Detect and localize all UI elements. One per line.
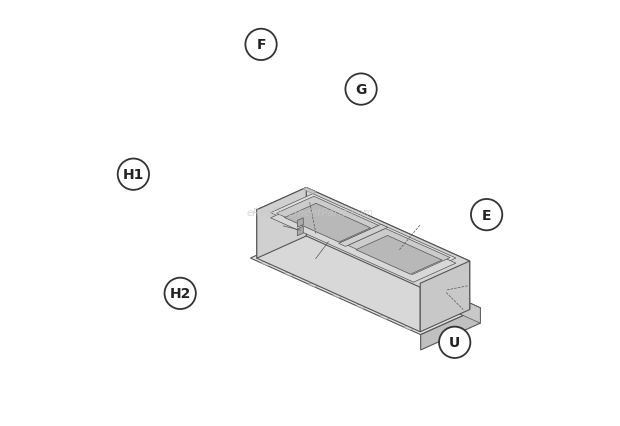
Polygon shape [257, 188, 470, 284]
Polygon shape [420, 262, 470, 332]
Polygon shape [356, 279, 422, 309]
Polygon shape [339, 225, 388, 247]
Circle shape [164, 278, 196, 309]
Polygon shape [270, 199, 456, 282]
Polygon shape [277, 197, 379, 243]
Text: H2: H2 [169, 287, 191, 301]
Polygon shape [270, 194, 456, 277]
Polygon shape [332, 268, 399, 298]
Polygon shape [308, 258, 374, 288]
Polygon shape [303, 188, 316, 194]
Text: eReplacementParts.com: eReplacementParts.com [246, 208, 374, 218]
Text: U: U [449, 336, 460, 349]
Polygon shape [298, 227, 303, 236]
Polygon shape [454, 296, 480, 323]
Polygon shape [257, 188, 306, 259]
Polygon shape [356, 236, 442, 275]
Polygon shape [310, 232, 480, 323]
Polygon shape [420, 308, 480, 350]
Text: G: G [355, 83, 367, 97]
Polygon shape [250, 232, 480, 335]
Polygon shape [257, 210, 420, 332]
Polygon shape [298, 218, 303, 227]
Circle shape [471, 199, 502, 231]
Polygon shape [380, 290, 446, 320]
Polygon shape [404, 300, 470, 330]
Circle shape [439, 327, 471, 358]
Polygon shape [260, 236, 327, 266]
Text: E: E [482, 208, 492, 222]
Polygon shape [306, 188, 470, 310]
Polygon shape [348, 229, 450, 275]
Circle shape [246, 30, 277, 61]
Polygon shape [285, 247, 351, 277]
Text: F: F [256, 38, 266, 52]
Circle shape [118, 159, 149, 190]
Circle shape [345, 74, 377, 106]
Text: H1: H1 [123, 168, 144, 182]
Polygon shape [285, 204, 371, 242]
